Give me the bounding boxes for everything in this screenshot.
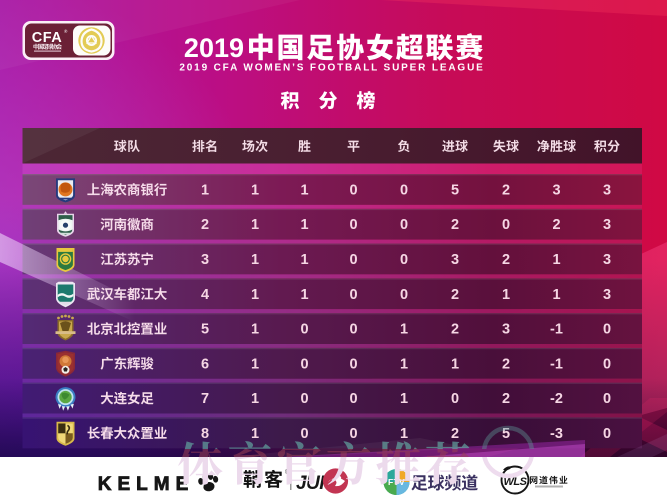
svg-text:1: 1 [300, 182, 308, 198]
svg-text:1: 1 [251, 182, 259, 198]
svg-text:0: 0 [400, 217, 408, 233]
svg-text:5: 5 [502, 426, 510, 442]
svg-text:2: 2 [201, 217, 209, 233]
svg-text:0: 0 [400, 182, 408, 198]
svg-text:2: 2 [451, 426, 459, 442]
svg-text:1: 1 [552, 252, 560, 268]
svg-text:3: 3 [201, 252, 209, 268]
svg-text:KELME: KELME [98, 474, 195, 495]
svg-text:0: 0 [300, 356, 308, 372]
svg-text:3: 3 [451, 252, 459, 268]
svg-text:2: 2 [451, 322, 459, 338]
svg-text:1: 1 [201, 182, 209, 198]
svg-text:1: 1 [251, 356, 259, 372]
svg-text:0: 0 [349, 356, 357, 372]
svg-text:1: 1 [400, 356, 408, 372]
svg-text:2: 2 [502, 182, 510, 198]
svg-text:0: 0 [603, 356, 611, 372]
svg-text:0: 0 [300, 322, 308, 338]
svg-text:-2: -2 [550, 391, 563, 407]
svg-text:0: 0 [300, 391, 308, 407]
svg-text:0: 0 [300, 426, 308, 442]
svg-text:1: 1 [251, 322, 259, 338]
svg-text:1: 1 [300, 252, 308, 268]
svg-text:1: 1 [552, 287, 560, 303]
svg-text:2: 2 [502, 252, 510, 268]
svg-text:0: 0 [349, 252, 357, 268]
svg-text:1: 1 [251, 287, 259, 303]
svg-text:1: 1 [400, 426, 408, 442]
svg-text:1: 1 [251, 252, 259, 268]
svg-text:2: 2 [502, 391, 510, 407]
svg-text:-1: -1 [550, 322, 563, 338]
svg-text:0: 0 [400, 252, 408, 268]
svg-text:0: 0 [349, 322, 357, 338]
svg-text:2: 2 [502, 356, 510, 372]
svg-text:4: 4 [201, 287, 209, 303]
svg-text:0: 0 [349, 391, 357, 407]
svg-text:2: 2 [552, 217, 560, 233]
svg-text:0: 0 [349, 217, 357, 233]
svg-text:6: 6 [201, 356, 209, 372]
svg-text:0: 0 [451, 391, 459, 407]
svg-text:1: 1 [251, 391, 259, 407]
svg-text:-3: -3 [550, 426, 563, 442]
svg-text:1: 1 [400, 391, 408, 407]
svg-text:5: 5 [451, 182, 459, 198]
svg-text:1: 1 [251, 217, 259, 233]
svg-text:3: 3 [603, 252, 611, 268]
svg-text:5: 5 [201, 322, 209, 338]
svg-text:3: 3 [552, 182, 560, 198]
svg-text:2019: 2019 [184, 33, 244, 63]
svg-text:0: 0 [400, 287, 408, 303]
svg-text:3: 3 [603, 217, 611, 233]
svg-text:2: 2 [451, 287, 459, 303]
svg-text:8: 8 [201, 426, 209, 442]
svg-text:0: 0 [603, 322, 611, 338]
svg-text:2: 2 [451, 217, 459, 233]
svg-text:0: 0 [349, 287, 357, 303]
svg-text:2019 CFA WOMEN’S FOOTBALL SUPE: 2019 CFA WOMEN’S FOOTBALL SUPER LEAGUE [179, 63, 484, 74]
svg-text:1: 1 [300, 287, 308, 303]
svg-text:1: 1 [502, 287, 510, 303]
svg-text:0: 0 [349, 182, 357, 198]
svg-text:1: 1 [400, 322, 408, 338]
svg-text:1: 1 [300, 217, 308, 233]
svg-text:0: 0 [502, 217, 510, 233]
svg-text:3: 3 [502, 322, 510, 338]
svg-text:1: 1 [451, 356, 459, 372]
svg-text:0: 0 [349, 426, 357, 442]
svg-text:3: 3 [603, 182, 611, 198]
svg-text:0: 0 [603, 391, 611, 407]
svg-text:CFA: CFA [32, 30, 63, 46]
svg-text:0: 0 [603, 426, 611, 442]
svg-text:-1: -1 [550, 356, 563, 372]
svg-text:1: 1 [251, 426, 259, 442]
svg-text:3: 3 [603, 287, 611, 303]
svg-text:7: 7 [201, 391, 209, 407]
svg-text:WLS: WLS [504, 476, 528, 488]
svg-text:®: ® [64, 28, 68, 34]
